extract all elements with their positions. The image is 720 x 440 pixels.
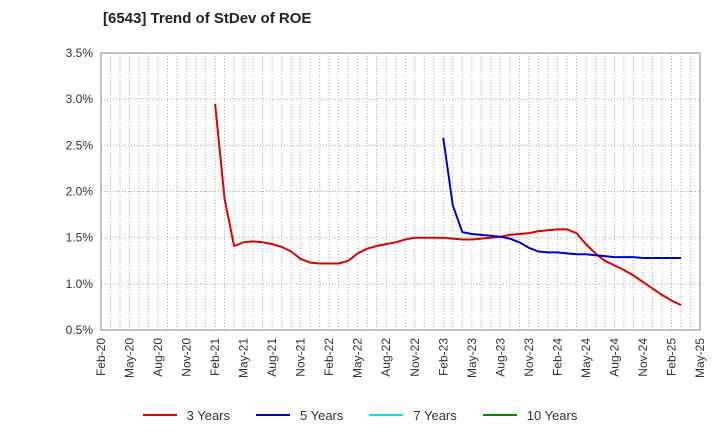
x-tick-label: Nov-23 (522, 338, 536, 377)
y-tick-label: 2.5% (66, 138, 94, 152)
x-tick-label: Nov-21 (294, 338, 308, 377)
y-tick-label: 2.0% (66, 185, 94, 199)
legend-swatch (256, 414, 290, 416)
legend-label: 3 Years (186, 407, 230, 423)
legend-label: 7 Years (413, 407, 457, 423)
y-tick-label: 3.5% (66, 46, 94, 60)
y-tick-label: 1.5% (66, 231, 94, 245)
x-tick-label: May-23 (465, 338, 479, 378)
y-tick-label: 0.5% (66, 323, 94, 337)
legend-item: 10 Years (482, 405, 578, 425)
x-tick-label: May-24 (579, 338, 593, 378)
grid-lines (100, 52, 701, 331)
legend-item: 7 Years (369, 405, 457, 425)
legend-item: 5 Years (256, 405, 343, 425)
x-tick-label: Feb-21 (208, 338, 222, 376)
x-tick-label: May-22 (351, 338, 365, 378)
x-tick-label: Nov-22 (408, 338, 422, 377)
series-line (442, 137, 681, 259)
x-tick-label: Aug-24 (607, 338, 621, 377)
x-tick-label: Feb-20 (94, 338, 108, 376)
legend-label: 10 Years (526, 407, 578, 423)
series-lines (214, 103, 682, 307)
legend-swatch (482, 414, 517, 416)
x-tick-label: Aug-20 (151, 338, 165, 377)
x-tick-label: Nov-24 (636, 338, 650, 377)
x-tick-label: Feb-24 (550, 338, 564, 376)
x-tick-label: Nov-20 (180, 338, 194, 377)
y-axis-ticks: 0.5% 1.0% 1.5% 2.0% 2.5% 3.0% 3.5% (66, 46, 94, 337)
series-line (214, 103, 682, 307)
x-tick-label: May-25 (693, 338, 707, 378)
plot-frame (100, 52, 701, 331)
x-tick-label: Feb-23 (436, 338, 450, 376)
legend-swatch (369, 414, 404, 416)
legend-label: 5 Years (300, 407, 344, 423)
legend-swatch (142, 414, 177, 416)
x-tick-label: Aug-21 (265, 338, 279, 377)
legend: 3 Years 5 Years 7 Years 10 Years (0, 405, 720, 425)
x-tick-label: Feb-22 (322, 338, 336, 376)
chart-title: [6543] Trend of StDev of ROE (103, 10, 312, 27)
x-tick-label: Aug-23 (493, 338, 507, 377)
y-tick-label: 1.0% (66, 277, 94, 291)
y-tick-label: 3.0% (66, 92, 94, 106)
x-axis-ticks: Feb-20 May-20 Aug-20 Nov-20 Feb-21 May-21 Aug-… (94, 338, 707, 378)
legend-item: 3 Years (142, 405, 230, 425)
x-tick-label: Aug-22 (379, 338, 393, 377)
x-tick-label: Feb-25 (664, 338, 678, 376)
x-tick-label: May-21 (237, 338, 251, 378)
x-tick-label: May-20 (123, 338, 137, 378)
